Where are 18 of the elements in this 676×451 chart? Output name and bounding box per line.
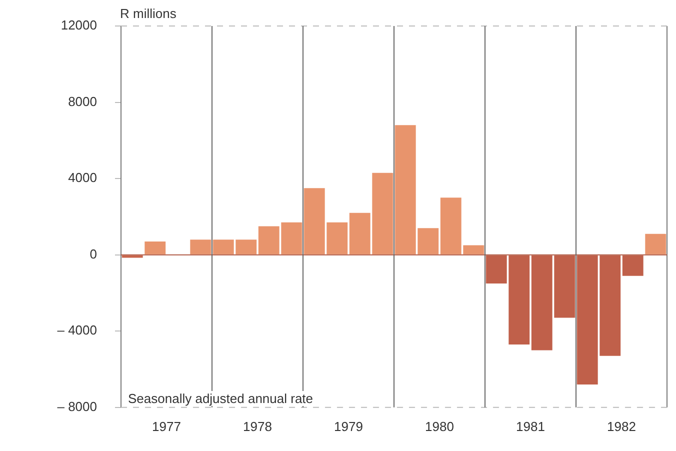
x-tick-label: 1981 bbox=[516, 418, 545, 434]
y-tick-label: 8000 bbox=[68, 94, 97, 109]
y-tick-label: – 4000 bbox=[57, 322, 97, 338]
bar bbox=[622, 255, 644, 276]
y-tick-label: 12000 bbox=[60, 18, 97, 33]
y-tick-label: 0 bbox=[90, 246, 97, 262]
x-tick-label: 1977 bbox=[152, 418, 181, 434]
x-tick-label: 1982 bbox=[607, 418, 636, 434]
x-tick-label: 1979 bbox=[334, 418, 363, 434]
bar bbox=[645, 234, 666, 254]
y-axis-title: R millions bbox=[120, 6, 176, 21]
x-tick-label: 1978 bbox=[243, 418, 272, 434]
bar bbox=[190, 240, 212, 254]
annotation: Seasonally adjusted annual rate bbox=[128, 391, 314, 406]
y-tick-label: – 8000 bbox=[57, 398, 97, 414]
x-tick-label: 1980 bbox=[425, 418, 454, 434]
bar bbox=[144, 241, 166, 254]
y-tick-label: 4000 bbox=[68, 170, 97, 186]
